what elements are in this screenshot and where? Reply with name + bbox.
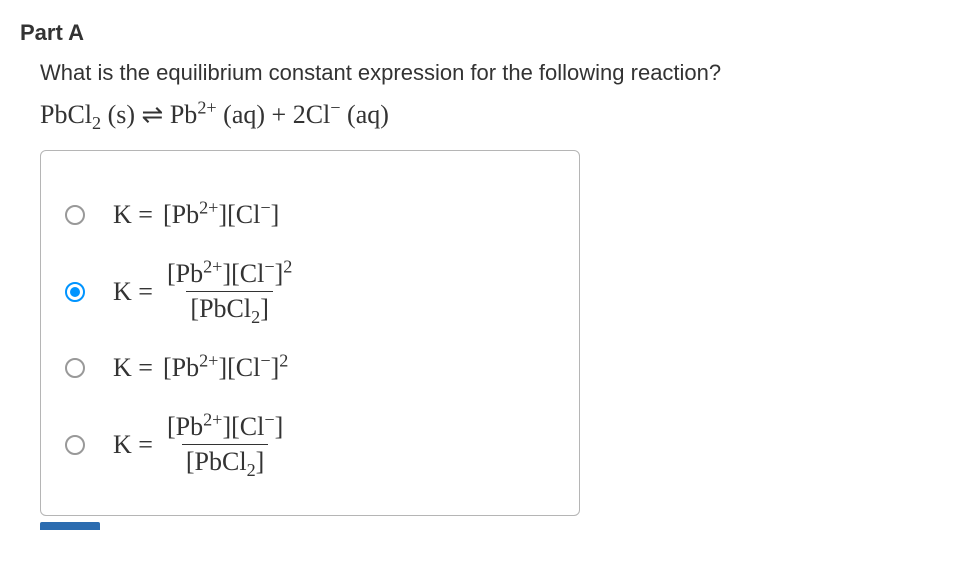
option-keq-2: K =	[113, 353, 153, 383]
option-formula-3: K = [Pb2+][Cl−][PbCl2]	[113, 412, 287, 477]
part-title: Part A	[20, 20, 944, 46]
reaction-equation: PbCl2 (s) ⇌ Pb2+ (aq) + 2Cl− (aq)	[40, 100, 944, 130]
option-row-0[interactable]: K = [Pb2+][Cl−]	[65, 189, 555, 241]
option-radio-2[interactable]	[65, 358, 85, 378]
option-denominator-3: [PbCl2]	[182, 444, 268, 477]
option-keq-1: K =	[113, 277, 153, 307]
option-row-3[interactable]: K = [Pb2+][Cl−][PbCl2]	[65, 412, 555, 477]
option-numerator-3: [Pb2+][Cl−]	[163, 412, 287, 444]
option-keq-3: K =	[113, 430, 153, 460]
option-radio-3[interactable]	[65, 435, 85, 455]
options-box: K =[Pb2+][Cl−]K =[Pb2+][Cl−]2[PbCl2]K =[…	[40, 150, 580, 516]
option-radio-0[interactable]	[65, 205, 85, 225]
option-radio-1[interactable]	[65, 282, 85, 302]
option-row-1[interactable]: K = [Pb2+][Cl−]2[PbCl2]	[65, 259, 555, 324]
progress-indicator	[40, 522, 100, 530]
option-denominator-1: [PbCl2]	[186, 291, 272, 324]
option-expression-0: [Pb2+][Cl−]	[163, 200, 279, 230]
option-formula-0: K = [Pb2+][Cl−]	[113, 200, 279, 230]
option-keq-0: K =	[113, 200, 153, 230]
option-row-2[interactable]: K = [Pb2+][Cl−]2	[65, 342, 555, 394]
option-numerator-1: [Pb2+][Cl−]2	[163, 259, 296, 291]
question-text: What is the equilibrium constant express…	[40, 60, 944, 86]
option-formula-2: K = [Pb2+][Cl−]2	[113, 353, 288, 383]
option-expression-2: [Pb2+][Cl−]2	[163, 353, 288, 383]
option-formula-1: K = [Pb2+][Cl−]2[PbCl2]	[113, 259, 296, 324]
